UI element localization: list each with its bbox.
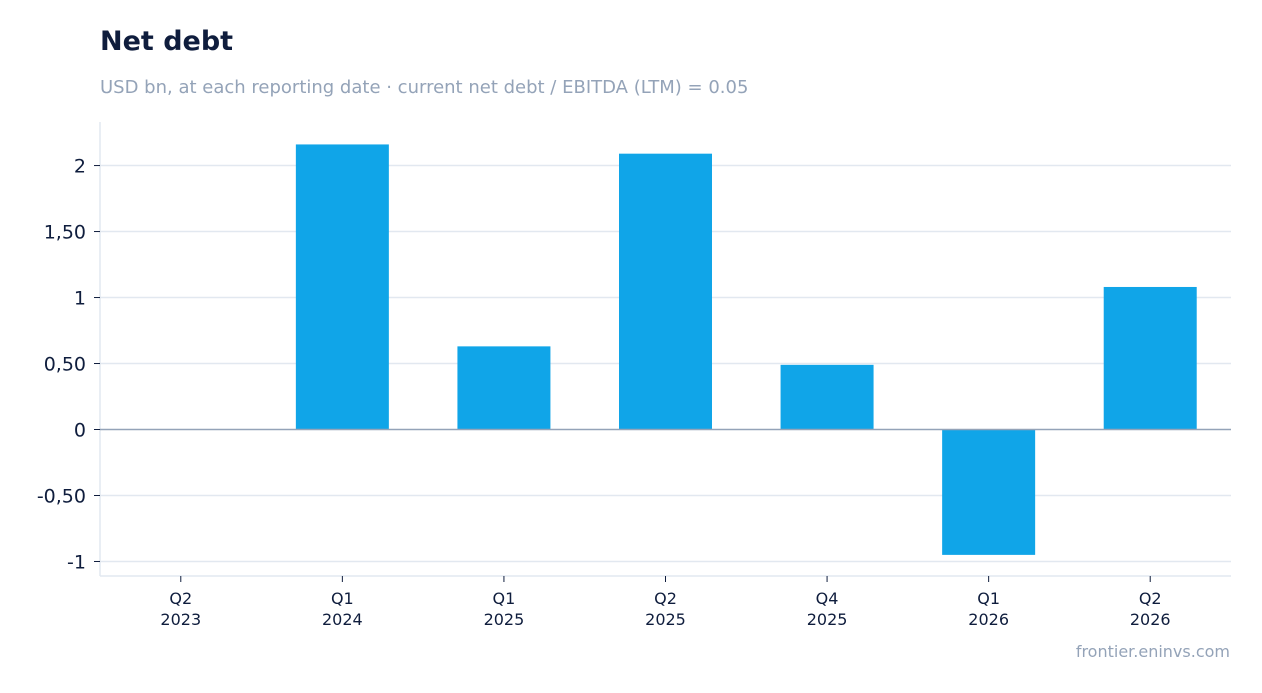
x-tick-label-period: Q4: [816, 589, 839, 608]
x-tick-label-period: Q2: [1139, 589, 1162, 608]
x-tick-label-year: 2026: [968, 610, 1009, 629]
y-tick-label: 0: [74, 420, 86, 442]
x-tick-label-year: 2025: [645, 610, 686, 629]
y-tick-label: -1: [67, 551, 86, 573]
y-tick-label: 2: [74, 156, 86, 178]
x-tick-label-period: Q1: [977, 589, 1000, 608]
chart-subtitle: USD bn, at each reporting date · current…: [100, 77, 749, 98]
x-tick-label-year: 2025: [484, 610, 525, 629]
y-tick-label: 1,50: [44, 222, 86, 244]
bar: [942, 429, 1036, 555]
x-tick-label-period: Q2: [169, 589, 192, 608]
bar: [457, 346, 551, 430]
x-tick-label-year: 2026: [1130, 610, 1171, 629]
y-tick-label: -0,50: [37, 485, 86, 507]
x-tick-label-year: 2023: [160, 610, 201, 629]
source-credit: frontier.eninvs.com: [1075, 642, 1230, 661]
bar: [1103, 286, 1197, 430]
chart-title: Net debt: [100, 26, 234, 57]
x-tick-label-year: 2024: [322, 610, 363, 629]
bar: [780, 364, 874, 430]
bar: [619, 153, 712, 430]
y-tick-label: 0,50: [44, 354, 86, 376]
x-tick-label-period: Q2: [654, 589, 677, 608]
x-tick-label-year: 2025: [807, 610, 848, 629]
y-tick-label: 1: [74, 288, 86, 310]
bar: [295, 144, 389, 430]
x-tick-label-period: Q1: [331, 589, 354, 608]
x-tick-label-period: Q1: [493, 589, 516, 608]
